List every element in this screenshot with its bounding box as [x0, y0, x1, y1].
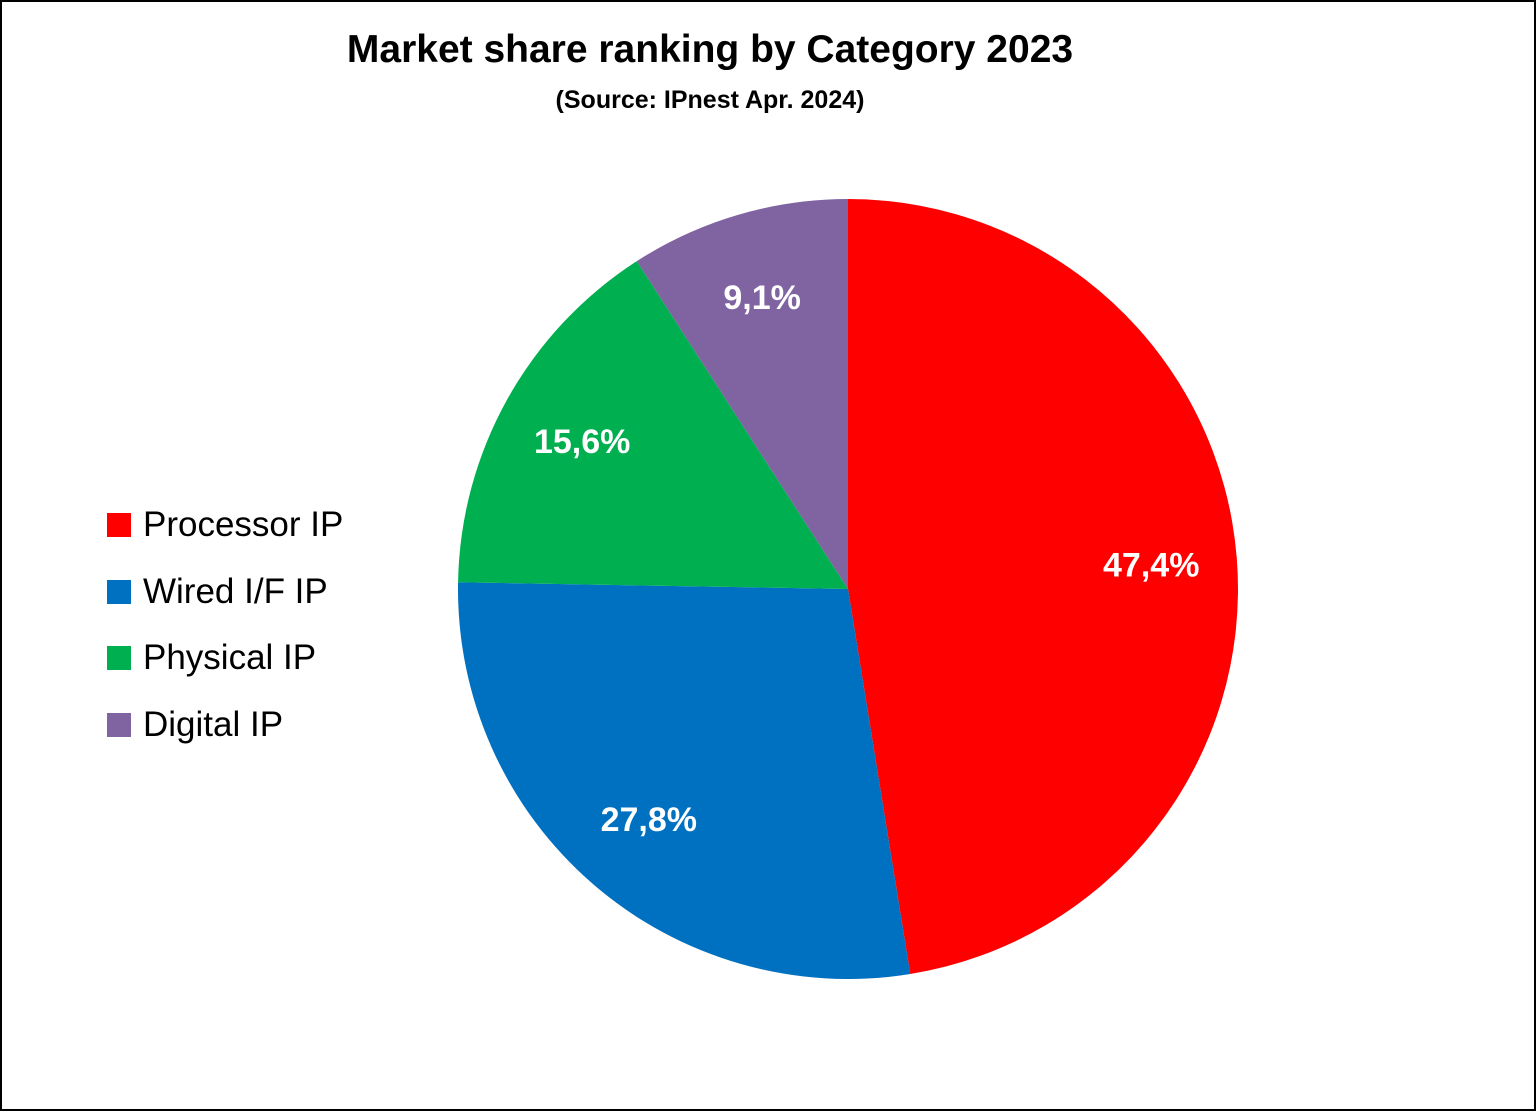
legend-item-wired-if-ip: Wired I/F IP: [107, 559, 343, 626]
legend-label: Processor IP: [143, 505, 344, 545]
legend-label: Wired I/F IP: [143, 571, 328, 611]
chart-title: Market share ranking by Category 2023: [346, 28, 1074, 71]
legend-label: Digital IP: [143, 704, 284, 744]
legend-swatch: [107, 712, 131, 737]
legend-item-processor-ip: Processor IP: [107, 492, 343, 559]
pie-slice-processor-ip: [848, 199, 1238, 974]
legend-item-physical-ip: Physical IP: [107, 625, 343, 692]
pie-slice-physical-ip: [458, 261, 848, 589]
legend-swatch: [107, 646, 131, 671]
data-label: 27,8%: [601, 801, 697, 839]
legend: Processor IP Wired I/F IP Physical IP Di…: [107, 492, 343, 758]
pie-slice-wired-i-f-ip: [458, 582, 911, 979]
legend-swatch: [107, 513, 131, 538]
legend-item-digital-ip: Digital IP: [107, 692, 343, 759]
data-label: 47,4%: [1103, 547, 1199, 585]
data-label: 9,1%: [723, 279, 801, 317]
pie-slice-digital-ip: [636, 199, 848, 589]
legend-swatch: [107, 579, 131, 604]
chart-subtitle: (Source: IPnest Apr. 2024): [555, 86, 865, 114]
data-label: 15,6%: [534, 423, 630, 461]
legend-label: Physical IP: [143, 638, 317, 678]
